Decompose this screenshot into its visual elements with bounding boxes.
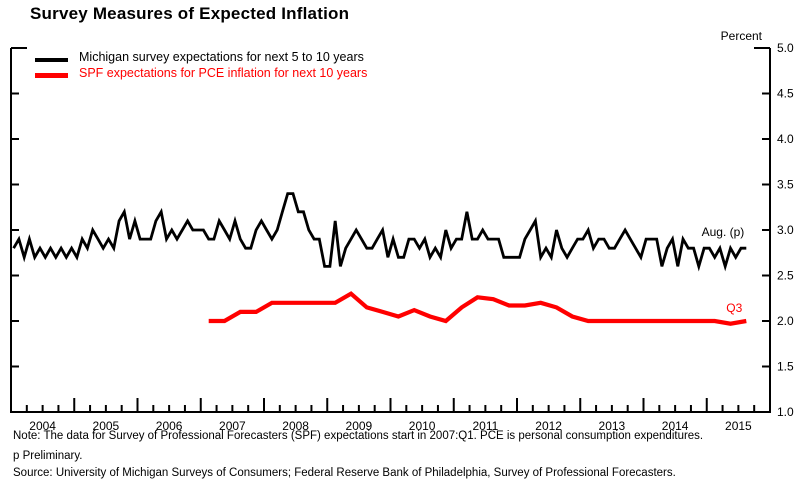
y-tick-label: 4.0: [777, 132, 794, 146]
spf-latest-label: Q3: [726, 301, 742, 315]
x-tick-label: 2011: [472, 419, 498, 433]
y-tick-label: 3.5: [777, 178, 794, 192]
y-tick-label: 3.0: [777, 223, 794, 237]
source-note: Source: University of Michigan Surveys o…: [13, 467, 676, 479]
y-axis-unit-label: Percent: [721, 29, 763, 43]
y-tick-label: 5.0: [777, 41, 794, 55]
y-tick-label: 1.0: [777, 405, 794, 419]
preliminary-note: p Preliminary.: [13, 450, 83, 462]
michigan-legend-swatch: [35, 58, 68, 62]
michigan-latest-label: Aug. (p): [702, 225, 745, 239]
spf-legend-swatch: [35, 73, 68, 78]
x-tick-label: 2014: [662, 419, 689, 433]
x-tick-label: 2009: [346, 419, 373, 433]
y-tick-label: 4.5: [777, 87, 794, 101]
y-tick-label: 2.5: [777, 269, 794, 283]
y-tick-label: 2.0: [777, 314, 794, 328]
chart-title: Survey Measures of Expected Inflation: [30, 4, 350, 23]
x-tick-label: 2010: [409, 419, 436, 433]
x-tick-label: 2008: [282, 419, 309, 433]
spf-legend-label: SPF expectations for PCE inflation for n…: [79, 66, 368, 80]
michigan-legend-label: Michigan survey expectations for next 5 …: [79, 50, 364, 64]
x-tick-label: 2007: [219, 419, 246, 433]
michigan-series-line: [12, 192, 747, 272]
x-tick-label: 2015: [725, 419, 752, 433]
y-tick-label: 1.5: [777, 360, 794, 374]
x-tick-label: 2006: [156, 419, 183, 433]
x-tick-label: 2004: [29, 419, 56, 433]
x-tick-label: 2012: [535, 419, 562, 433]
x-tick-label: 2013: [599, 419, 626, 433]
spf-series-line: [208, 291, 747, 326]
chart-note: Note: The data for Survey of Professiona…: [13, 430, 704, 442]
x-tick-label: 2005: [93, 419, 120, 433]
